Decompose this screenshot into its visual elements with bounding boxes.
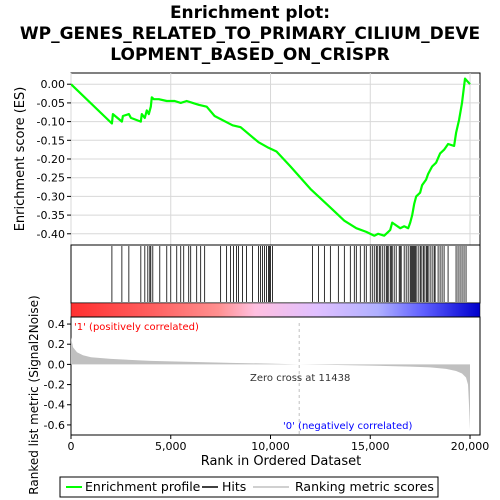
chart-title-line-3: LOPMENT_BASED_ON_CRISPR: [110, 45, 389, 65]
metric-y-axis-label: Ranked list metric (Signal2Noise): [27, 295, 41, 494]
metric-y-tick-label: 0.4: [48, 318, 66, 331]
x-tick-label: 10,000: [251, 440, 290, 453]
es-y-ticks: 0.00 -0.05 -0.10 -0.15 -0.20 -0.25 -0.30 -0.35 -…: [37, 78, 71, 241]
hits-panel: [70, 244, 481, 318]
es-panel: 0.00 -0.05 -0.10 -0.15 -0.20 -0.25 -0.30 -0.35 -…: [13, 72, 481, 246]
es-y-tick-label: -0.25: [37, 172, 65, 185]
legend-label-ranking-metric-scores: Ranking metric scores: [295, 479, 434, 494]
chart-title-line-2: WP_GENES_RELATED_TO_PRIMARY_CILIUM_DEVE: [20, 24, 480, 44]
legend-frame: [59, 476, 439, 498]
metric-y-tick-label: -0.2: [44, 379, 65, 392]
metric-y-tick-label: -0.6: [44, 419, 65, 432]
es-y-axis-label: Enrichment score (ES): [13, 87, 28, 232]
x-axis: 0 5,000 10,000 15,000 20,000: [68, 435, 490, 453]
x-tick-label: 20,000: [451, 440, 490, 453]
color-bar: [70, 302, 481, 318]
x-axis-label: Rank in Ordered Dataset: [201, 454, 362, 469]
es-y-tick-label: 0.00: [41, 78, 66, 91]
es-y-tick-label: -0.30: [37, 190, 65, 203]
es-y-tick-label: -0.10: [37, 116, 65, 129]
es-y-tick-label: -0.35: [37, 209, 65, 222]
x-tick-label: 15,000: [351, 440, 390, 453]
legend-label-enrichment-profile: Enrichment profile: [85, 479, 201, 494]
metric-y-tick-label: 0.2: [48, 338, 66, 351]
zero-cross-label: Zero cross at 11438: [250, 373, 350, 384]
positively-correlated-label: '1' (positively correlated): [74, 322, 199, 333]
legend: Enrichment profile Hits Ranking metric s…: [59, 476, 439, 498]
x-tick-label: 0: [68, 440, 75, 453]
metric-panel: 0.4 0.2 0.0 -0.2 -0.4 -0.6 '1' (positively co…: [27, 295, 481, 495]
legend-label-hits: Hits: [222, 479, 246, 494]
es-y-tick-label: -0.05: [37, 97, 65, 110]
es-y-tick-label: -0.15: [37, 134, 65, 147]
metric-y-tick-label: -0.4: [44, 399, 65, 412]
metric-panel-frame: [70, 316, 481, 436]
hit-lines: [111, 246, 467, 302]
chart-title-line-1: Enrichment plot:: [170, 3, 330, 23]
series-line-enrichment-profile: [71, 77, 471, 237]
es-y-tick-label: -0.20: [37, 153, 65, 166]
x-tick-label: 5,000: [155, 440, 187, 453]
metric-y-ticks: 0.4 0.2 0.0 -0.2 -0.4 -0.6: [44, 318, 71, 432]
metric-y-tick-label: 0.0: [48, 358, 66, 371]
hits-panel-frame: [70, 244, 481, 304]
negatively-correlated-label: '0' (negatively correlated): [283, 421, 412, 432]
es-y-tick-label: -0.40: [37, 228, 65, 241]
